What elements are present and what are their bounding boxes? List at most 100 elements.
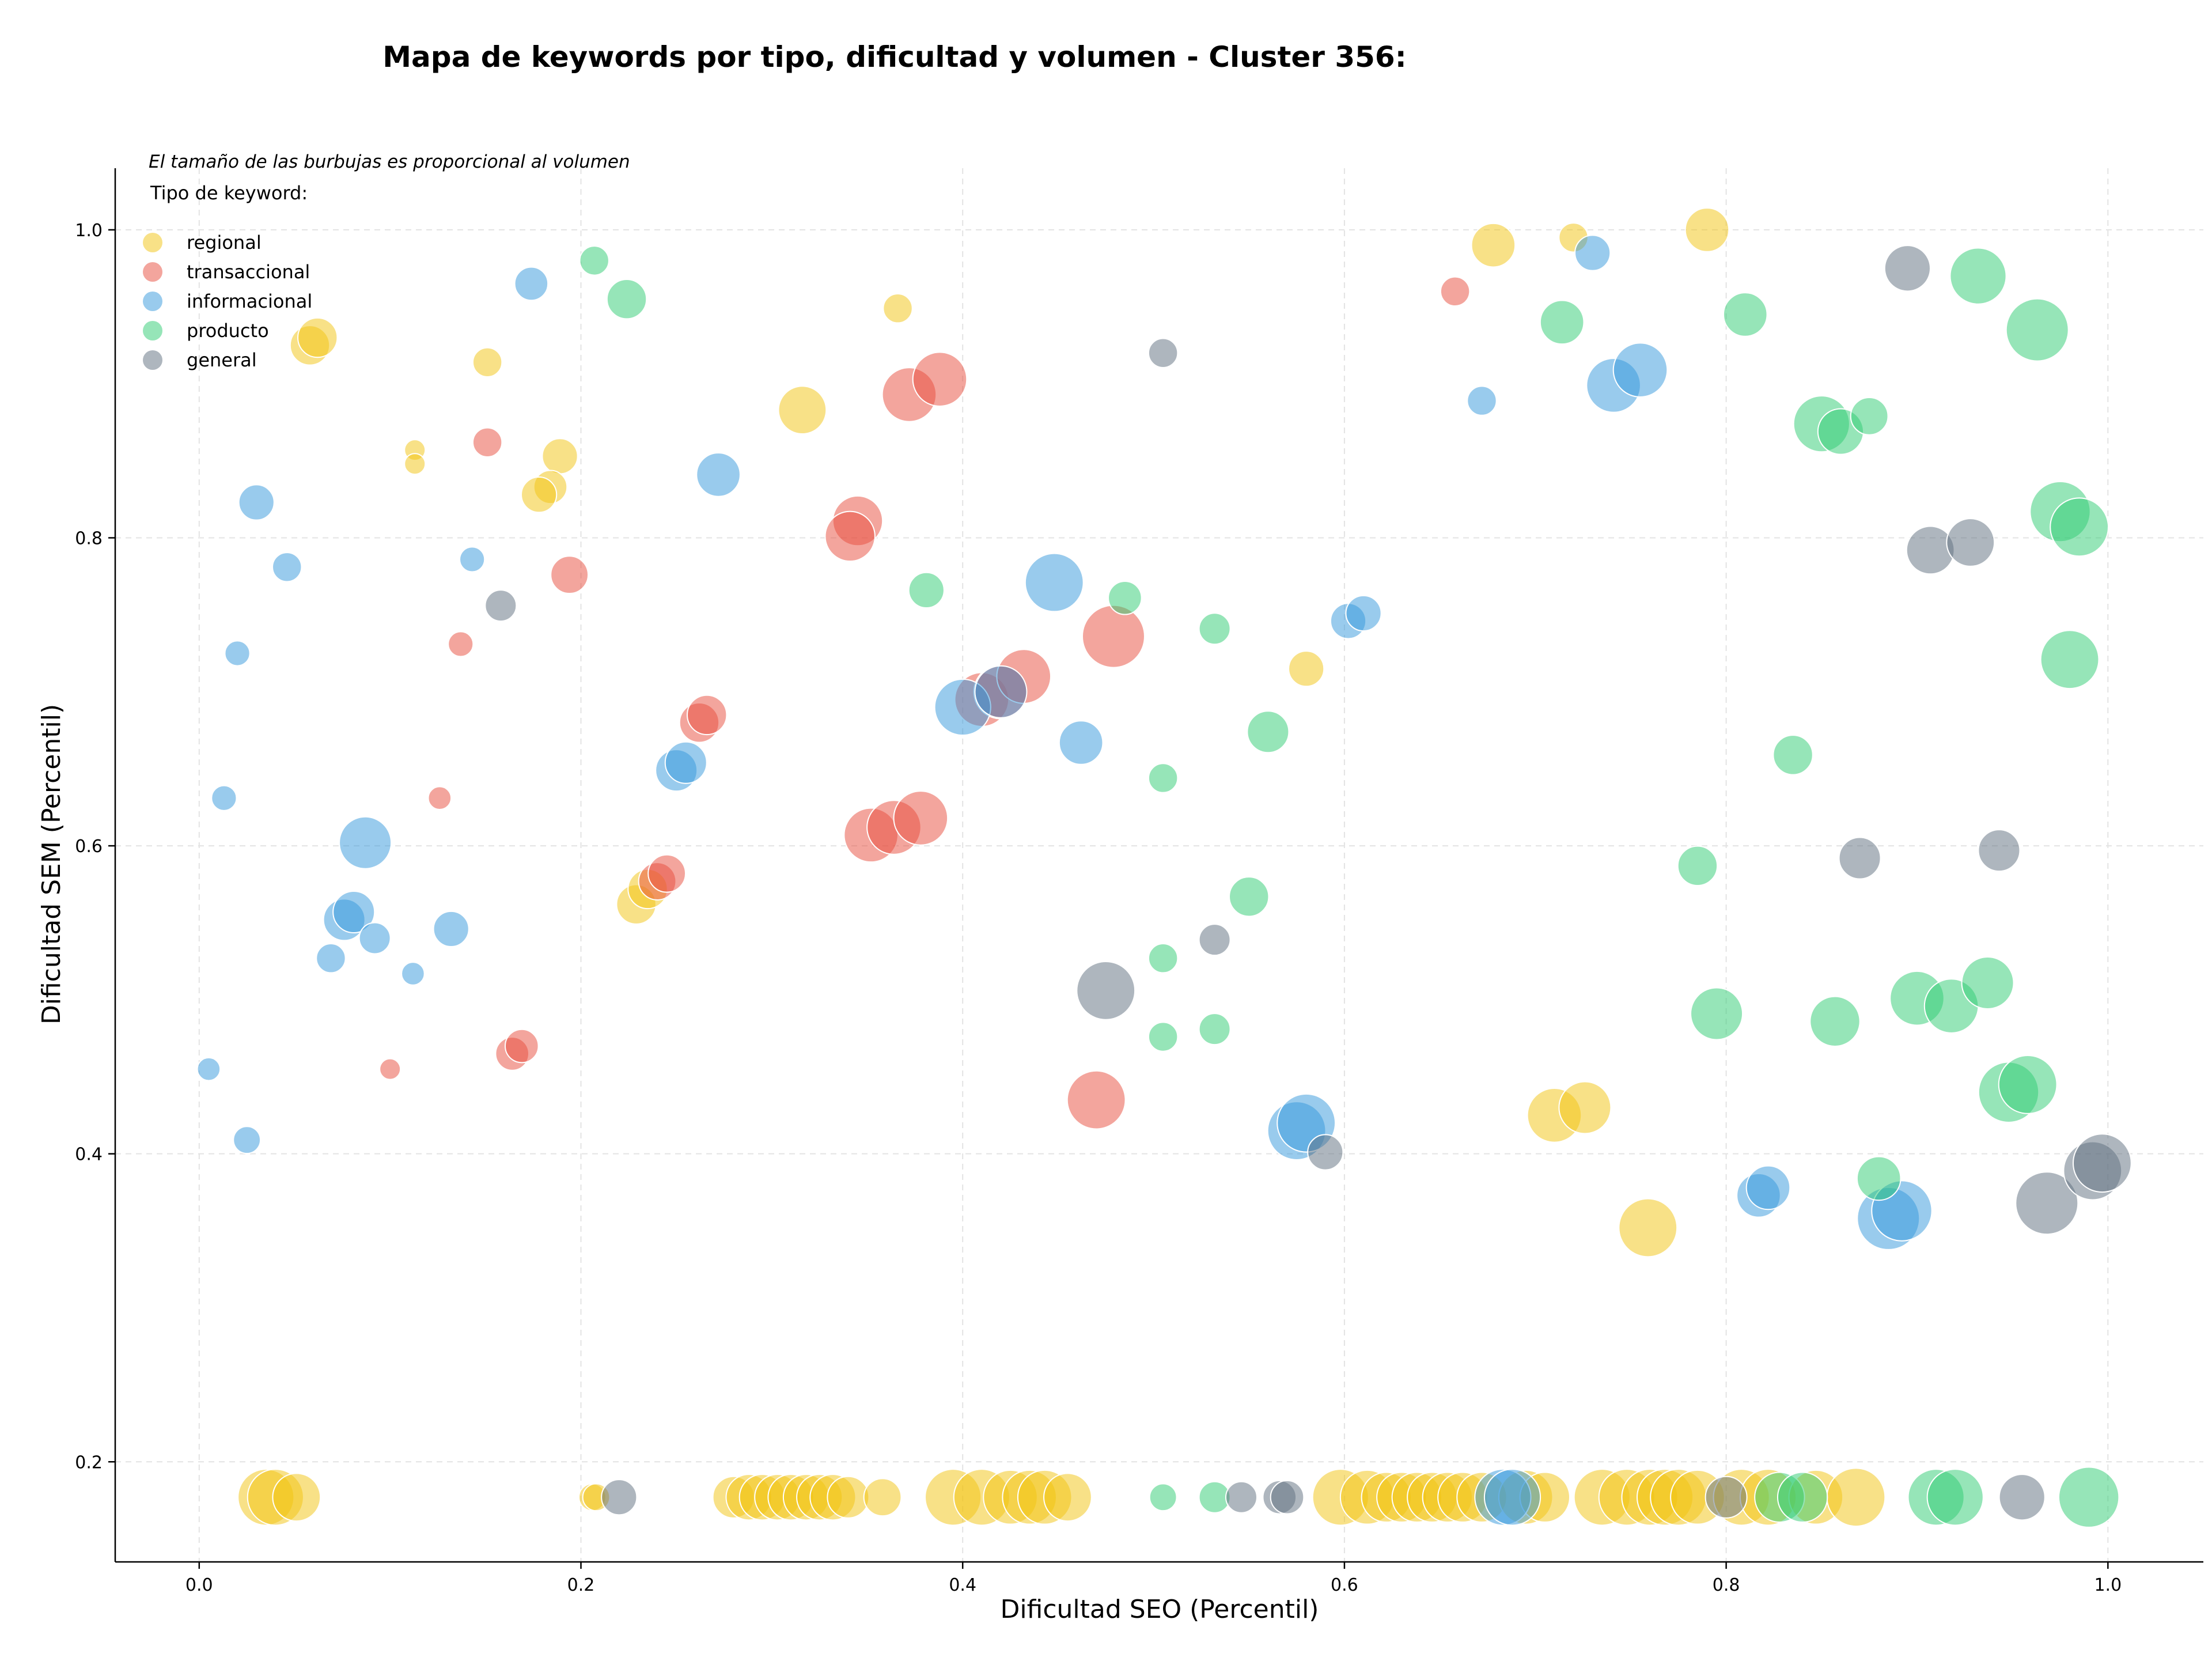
legend-item-producto: producto [143, 320, 269, 342]
bubble-general [1076, 960, 1136, 1020]
bubble-general [1307, 1134, 1344, 1171]
x-tick-label: 0.0 [185, 1575, 213, 1595]
bubble-general [2072, 1133, 2132, 1193]
x-tick-label: 0.6 [1331, 1575, 1358, 1595]
bubble-producto [1247, 710, 1290, 754]
bubble-regional [404, 453, 426, 475]
bubble-producto [1147, 1021, 1179, 1052]
bubble-general [1978, 829, 2021, 872]
bubble-general [484, 589, 517, 622]
series-transaccional [379, 276, 1471, 1130]
legend-marker [143, 321, 162, 340]
bubble-general [1198, 924, 1231, 956]
bubble-informacional [1745, 1165, 1791, 1210]
bubble-producto [1149, 1483, 1177, 1512]
bubble-informacional [316, 943, 346, 974]
bubble-regional [1288, 650, 1325, 687]
bubble-transaccional [647, 854, 687, 893]
bubble-transaccional [1081, 604, 1145, 668]
bubble-producto [1961, 956, 2014, 1009]
bubble-producto [1677, 845, 1718, 887]
bubble-regional [827, 1475, 870, 1519]
bubble-general [1884, 245, 1931, 292]
legend-label: general [187, 349, 257, 371]
legend: regional transaccional informacional produc… [143, 232, 312, 371]
legend-label: informacional [187, 290, 312, 312]
bubble-transaccional [824, 510, 876, 562]
bubble-regional [882, 293, 913, 324]
bubble-informacional [1483, 1469, 1541, 1526]
bubble-regional [521, 476, 558, 513]
bubble-producto [1949, 247, 2007, 305]
bubble-transaccional [504, 1028, 539, 1064]
chart-title: Mapa de keywords por tipo, dificultad y … [382, 40, 1406, 74]
y-tick-label: 0.2 [75, 1452, 103, 1473]
bubble-informacional [1058, 720, 1104, 765]
legend-item-transaccional: transaccional [143, 261, 310, 283]
x-tick-label: 0.8 [1713, 1575, 1740, 1595]
bubble-informacional [664, 741, 707, 784]
bubble-general [1906, 525, 1955, 575]
bubble-regional [1471, 222, 1516, 268]
legend-label: regional [187, 232, 262, 253]
bubble-transaccional [427, 786, 452, 811]
legend-item-regional: regional [143, 232, 262, 253]
bubble-informacional [339, 816, 392, 869]
bubble-regional [1684, 207, 1730, 252]
chart-subtitle: El tamaño de las burbujas es proporciona… [149, 152, 630, 172]
bubble-producto [1108, 580, 1142, 615]
legend-label: transaccional [187, 261, 310, 283]
bubble-producto [908, 572, 945, 608]
axes [114, 168, 2203, 1563]
legend-marker [143, 233, 162, 252]
bubble-informacional [211, 785, 237, 811]
bubble-general [1946, 518, 1995, 567]
series-general [484, 245, 2132, 1521]
y-axis-title: Dificultad SEM (Percentil) [37, 704, 66, 1024]
bubble-producto [1809, 996, 1861, 1047]
bubble-informacional [224, 640, 251, 667]
x-tick-label: 0.4 [949, 1575, 976, 1595]
bubble-producto [606, 278, 647, 320]
bubble-regional [1043, 1473, 1092, 1522]
bubble-informacional [332, 891, 376, 934]
y-tick-label: 0.8 [75, 529, 103, 549]
bubble-producto [2050, 497, 2109, 557]
bubble-informacional [1345, 595, 1382, 632]
bubble-informacional [433, 910, 469, 948]
bubble-producto [1856, 1156, 1902, 1201]
data-points [196, 207, 2132, 1528]
bubble-general [2015, 1171, 2079, 1235]
bubble-transaccional [686, 694, 728, 736]
bubble-general [1225, 1481, 1257, 1514]
bubble-general [1998, 1474, 2046, 1521]
bubble-producto [1926, 1469, 1984, 1526]
grid-lines [115, 168, 2203, 1562]
x-tick-label: 1.0 [2094, 1575, 2122, 1595]
legend-item-general: general [143, 349, 257, 371]
bubble-informacional [272, 552, 302, 582]
bubble-informacional [358, 922, 391, 955]
bubble-general [1705, 1475, 1748, 1519]
x-axis-title: Dificultad SEO (Percentil) [1001, 1595, 1319, 1624]
bubble-regional [1558, 1081, 1612, 1134]
bubble-general [1147, 338, 1179, 368]
bubble-informacional [1467, 385, 1497, 416]
bubble-regional [541, 438, 578, 475]
bubble-producto [1722, 292, 1768, 337]
bubble-producto [1690, 987, 1744, 1041]
bubble-transaccional [379, 1058, 402, 1080]
legend-item-informacional: informacional [143, 290, 312, 312]
bubble-regional [778, 385, 827, 435]
bubble-informacional [401, 962, 425, 986]
legend-marker [143, 262, 162, 282]
bubble-producto [1539, 300, 1585, 345]
bubble-producto [2058, 1466, 2120, 1528]
y-tick-label: 0.4 [75, 1145, 103, 1165]
bubble-producto [1998, 1054, 2058, 1114]
bubble-regional [1618, 1198, 1678, 1258]
bubble-transaccional [550, 555, 589, 595]
bubble-regional [863, 1478, 902, 1517]
series-regional [237, 207, 1886, 1527]
